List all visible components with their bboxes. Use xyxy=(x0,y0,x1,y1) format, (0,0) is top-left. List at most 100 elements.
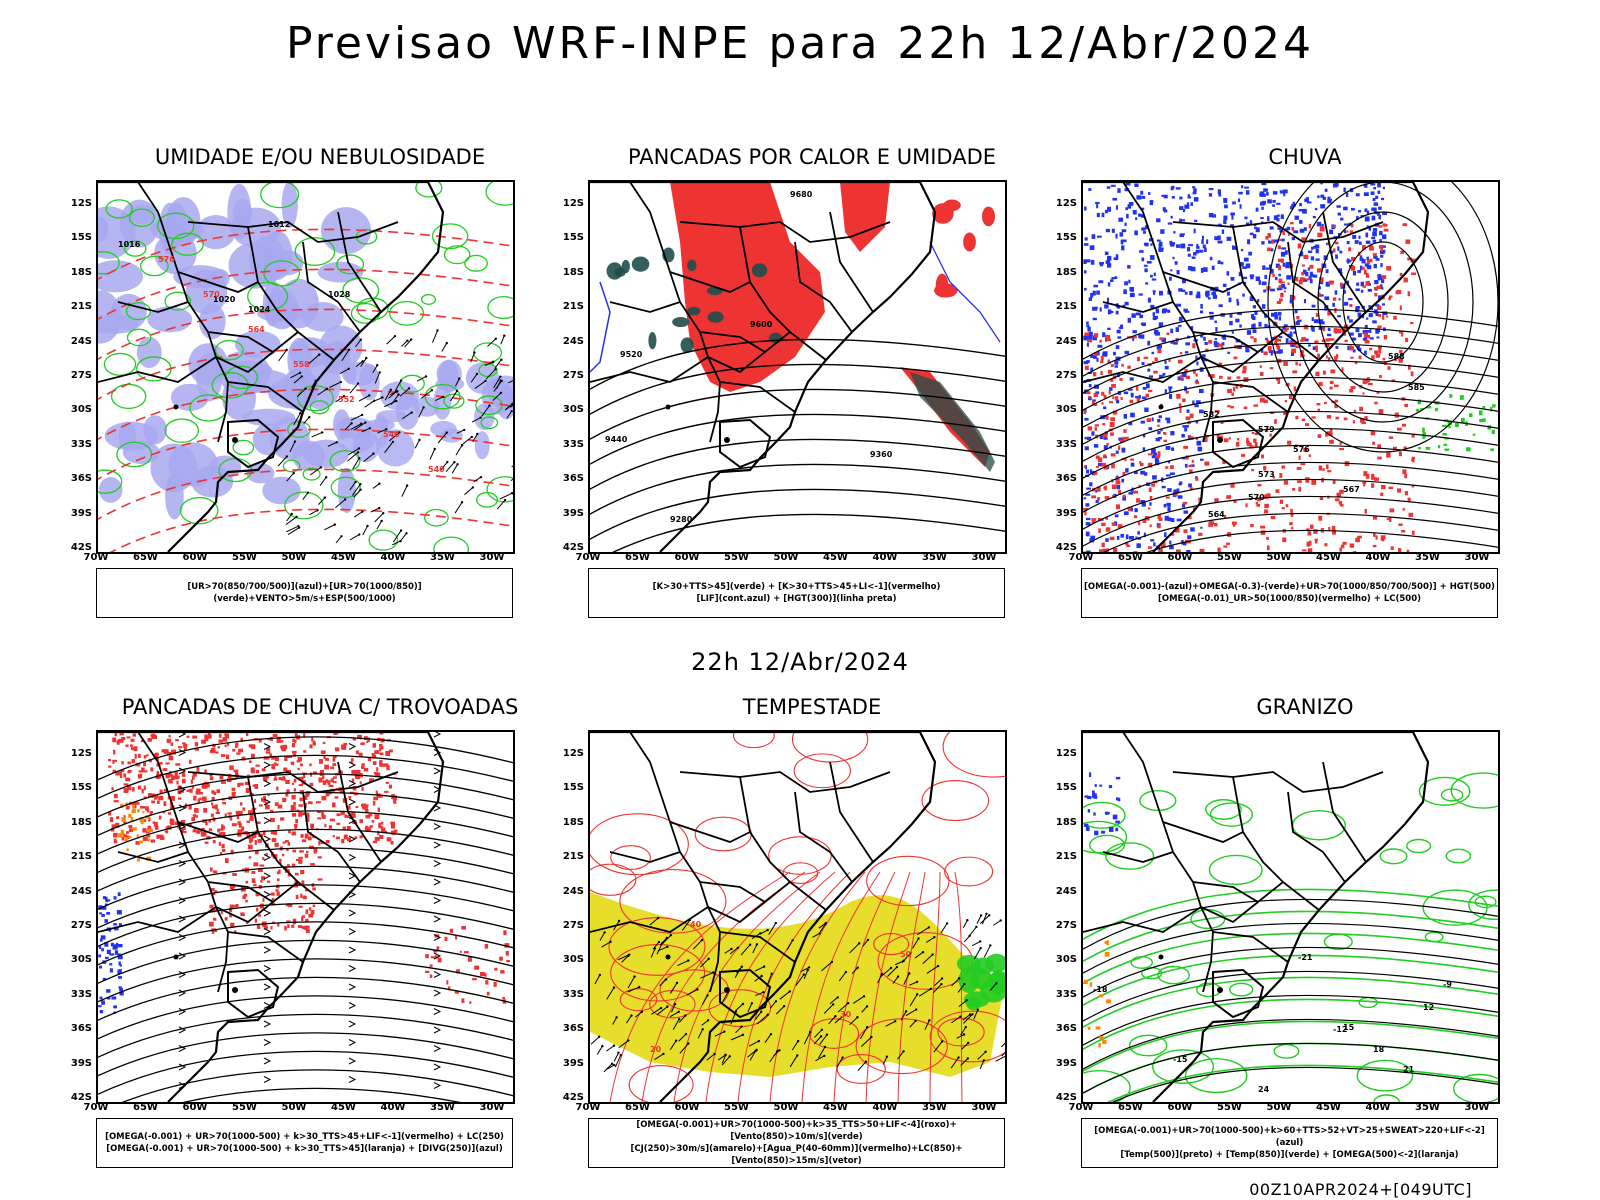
contour-label: 9680 xyxy=(790,190,813,199)
latitude-label: 24S xyxy=(562,885,584,897)
longitude-label: 55W xyxy=(1217,552,1242,563)
legend-line: [OMEGA(-0.01)_UR>50(1000/850)(vermelho) … xyxy=(1157,594,1422,604)
contour-label: 564 xyxy=(1208,510,1225,519)
latitude-label: 24S xyxy=(70,885,92,897)
contour-label: 570 xyxy=(203,290,220,299)
map-panel: TEMPESTADE 50 40 30 20 12S 15S 18S 21S 24S 27S 30S 3… xyxy=(552,695,1052,1195)
latitude-label: 15S xyxy=(1055,782,1077,794)
longitude-label: 30W xyxy=(971,1102,997,1113)
latitude-label: 33S xyxy=(70,438,92,450)
map-canvas: 588 585 582 579 576 573 570 567 564 xyxy=(1083,182,1498,552)
longitude-label: 35W xyxy=(1415,1102,1440,1113)
longitude-label: 70W xyxy=(83,552,109,563)
model-run-footer: 00Z10APR2024+[049UTC] xyxy=(1249,1180,1472,1199)
latitude-label: 21S xyxy=(562,851,584,863)
contour-label: 18 xyxy=(1373,1045,1385,1054)
latitude-label: 39S xyxy=(1055,507,1077,519)
longitude-label: 40W xyxy=(380,1102,406,1113)
contour-label: 9520 xyxy=(620,350,643,359)
latitude-label: 21S xyxy=(562,301,584,313)
longitude-label: 35W xyxy=(922,552,947,563)
longitude-label: 70W xyxy=(575,552,601,563)
latitude-label: 42S xyxy=(562,542,584,553)
longitude-label: 35W xyxy=(922,1102,947,1113)
longitude-label: 30W xyxy=(1464,552,1490,563)
longitude-label: 50W xyxy=(281,552,307,563)
map-panel: CHUVA 588 585 582 579 576 573 570 567 564 12S 15S 18… xyxy=(1045,145,1545,645)
panel-title: PANCADAS DE CHUVA C/ TROVOADAS xyxy=(121,695,519,719)
longitude-label: 55W xyxy=(232,1102,257,1113)
latitude-label: 21S xyxy=(1055,851,1077,863)
longitude-label: 65W xyxy=(625,1102,650,1113)
latitude-label: 18S xyxy=(1055,266,1077,278)
longitude-label: 60W xyxy=(1167,552,1193,563)
contour-label: 50 xyxy=(900,950,912,959)
legend-line: [OMEGA(-0.001)+UR>70(1000-500)+k>35_TTS>… xyxy=(636,1120,957,1142)
latitude-label: 33S xyxy=(70,988,92,1000)
latitude-label: 36S xyxy=(70,1023,92,1035)
longitude-label: 50W xyxy=(281,1102,307,1113)
contour-label: 15 xyxy=(1343,1023,1355,1032)
contour-label: 20 xyxy=(650,1045,662,1054)
longitude-label: 30W xyxy=(1464,1102,1490,1113)
longitude-label: 35W xyxy=(430,552,455,563)
latitude-label: 12S xyxy=(562,748,584,759)
latitude-label: 12S xyxy=(1055,198,1077,209)
contour-label: 540 xyxy=(428,465,445,474)
contour-label: 30 xyxy=(840,1010,852,1019)
panel-title: CHUVA xyxy=(1268,145,1342,169)
panel-title: PANCADAS POR CALOR E UMIDADE xyxy=(627,145,997,169)
longitude-label: 40W xyxy=(380,552,406,563)
panel-title: UMIDADE E/OU NEBULOSIDADE xyxy=(154,145,486,169)
latitude-label: 15S xyxy=(1055,232,1077,244)
contour-label: 1028 xyxy=(328,290,351,299)
latitude-label: 30S xyxy=(562,954,584,966)
contour-label: 1024 xyxy=(248,305,271,314)
map-frame xyxy=(96,730,515,1104)
legend-line: [OMEGA(-0.001) + UR>70(1000-500) + k>30_… xyxy=(106,1144,503,1154)
contour-label: 573 xyxy=(1258,470,1275,479)
contour-label: 1020 xyxy=(213,295,236,304)
latitude-label: 12S xyxy=(70,198,92,209)
longitude-label: 65W xyxy=(133,552,158,563)
map-canvas xyxy=(98,732,513,1102)
latitude-label: 27S xyxy=(1055,920,1077,931)
panel-legend: [OMEGA(-0.001)+UR>70(1000-500)+k>60+TTS>… xyxy=(1081,1118,1498,1168)
latitude-label: 12S xyxy=(70,748,92,759)
latitude-label: 15S xyxy=(70,232,92,244)
contour-label: 582 xyxy=(1203,410,1220,419)
latitude-label: 42S xyxy=(1055,542,1077,553)
latitude-label: 36S xyxy=(1055,1023,1077,1035)
contour-label: 570 xyxy=(1248,493,1265,502)
legend-line: [OMEGA(-0.001)+UR>70(1000-500)+k>60+TTS>… xyxy=(1094,1126,1485,1148)
latitude-label: 39S xyxy=(562,1057,584,1069)
latitude-label: 36S xyxy=(562,1023,584,1035)
latitude-label: 12S xyxy=(1055,748,1077,759)
contour-label: 558 xyxy=(293,360,310,369)
latitude-label: 39S xyxy=(1055,1057,1077,1069)
longitude-label: 60W xyxy=(182,1102,208,1113)
latitude-label: 27S xyxy=(70,920,92,931)
legend-line: [UR>70(850/700/500)](azul)+[UR>70(1000/8… xyxy=(187,582,422,604)
longitude-label: 50W xyxy=(773,552,799,563)
map-panel: PANCADAS DE CHUVA C/ TROVOADAS 12S 15S 18S 2… xyxy=(60,695,560,1195)
main-title: Previsao WRF-INPE para 22h 12/Abr/2024 xyxy=(285,18,1314,69)
panel-legend: [UR>70(850/700/500)](azul)+[UR>70(1000/8… xyxy=(96,568,513,618)
longitude-label: 55W xyxy=(232,552,257,563)
map-frame: 1012 1016 1020 1024 1028 576 570 564 558 552 546 54… xyxy=(96,180,515,554)
panel-title: TEMPESTADE xyxy=(742,695,882,719)
latitude-label: 36S xyxy=(1055,473,1077,485)
latitude-label: 39S xyxy=(562,507,584,519)
latitude-label: 27S xyxy=(70,370,92,381)
latitude-label: 24S xyxy=(70,335,92,347)
contour-label: -21 xyxy=(1298,953,1313,962)
latitude-label: 24S xyxy=(1055,885,1077,897)
contour-label: 576 xyxy=(158,255,175,264)
map-panel: GRANIZO -21 -18 -15 -12 -9 12 15 18 21 24 12S 15S 18S… xyxy=(1045,695,1545,1195)
longitude-label: 30W xyxy=(479,552,505,563)
longitude-label: 40W xyxy=(1365,552,1391,563)
latitude-label: 27S xyxy=(562,370,584,381)
latitude-label: 18S xyxy=(70,816,92,828)
latitude-label: 36S xyxy=(70,473,92,485)
longitude-label: 45W xyxy=(823,1102,848,1113)
